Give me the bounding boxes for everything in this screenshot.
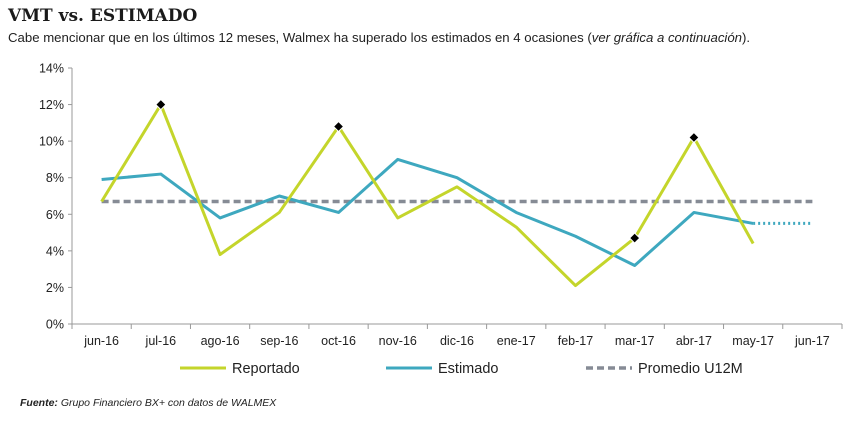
- beat-marker: [155, 98, 167, 111]
- x-tick-label: nov-16: [379, 334, 417, 348]
- x-tick-label: jun-17: [794, 334, 830, 348]
- legend-reportado-label: Reportado: [232, 361, 300, 377]
- x-tick-label: mar-17: [615, 334, 655, 348]
- x-tick-label: sep-16: [260, 334, 298, 348]
- y-tick-label: 10%: [39, 135, 64, 149]
- source-text: Grupo Financiero BX+ con datos de WALMEX: [57, 397, 277, 409]
- x-tick-label: jul-16: [145, 334, 177, 348]
- y-tick-label: 2%: [46, 281, 64, 295]
- subtitle-text: Cabe mencionar que en los últimos 12 mes…: [8, 30, 592, 45]
- x-tick-label: feb-17: [558, 334, 593, 348]
- y-tick-label: 8%: [46, 171, 64, 185]
- legend-promedio-label: Promedio U12M: [638, 361, 743, 377]
- y-tick-label: 4%: [46, 244, 64, 258]
- x-tick-label: may-17: [732, 334, 774, 348]
- x-tick-label: jun-16: [83, 334, 119, 348]
- y-tick-label: 14%: [39, 62, 64, 76]
- legend-estimado-label: Estimado: [438, 361, 498, 377]
- subtitle-end: ).: [742, 30, 751, 45]
- x-tick-label: dic-16: [440, 334, 474, 348]
- beat-marker: [688, 131, 700, 144]
- source-label: Fuente:: [20, 397, 58, 409]
- x-tick-label: ene-17: [497, 334, 536, 348]
- y-tick-label: 6%: [46, 208, 64, 222]
- subtitle: Cabe mencionar que en los últimos 12 mes…: [8, 30, 750, 45]
- y-tick-label: 0%: [46, 318, 64, 332]
- source-note: Fuente: Grupo Financiero BX+ con datos d…: [20, 397, 276, 409]
- x-tick-label: oct-16: [321, 334, 356, 348]
- x-tick-label: ago-16: [201, 334, 240, 348]
- x-tick-label: abr-17: [676, 334, 712, 348]
- vmt-chart: 0% 2% 4% 6% 8% 10% 12% 14% jun-16 jul-16 ago-16 sep…: [39, 62, 843, 377]
- page-title: VMT vs. ESTIMADO: [8, 6, 198, 26]
- beat-marker: [628, 232, 641, 244]
- beat-marker: [332, 120, 345, 133]
- subtitle-emphasis: ver gráfica a continuación: [591, 30, 743, 45]
- y-tick-label: 12%: [39, 98, 64, 112]
- series-estimado-line: [101, 157, 754, 267]
- series-reportado-line: [100, 103, 755, 288]
